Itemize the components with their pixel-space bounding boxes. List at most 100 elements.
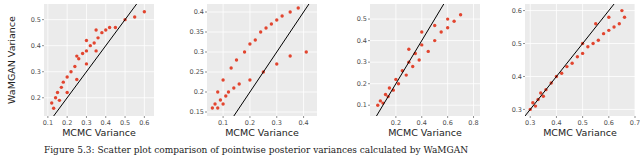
tick <box>223 116 224 118</box>
point <box>280 14 283 17</box>
tick-label: 0.3 <box>272 119 282 127</box>
point <box>275 62 278 65</box>
plot-background <box>525 4 635 116</box>
tick-label: 0.6 <box>604 119 614 127</box>
point <box>232 86 235 89</box>
point <box>60 86 63 89</box>
point <box>94 28 97 31</box>
point <box>114 26 117 29</box>
point <box>620 9 623 12</box>
diagonal <box>234 4 309 116</box>
grid-line <box>635 4 636 116</box>
point <box>211 106 214 109</box>
tick <box>368 105 370 106</box>
tick <box>144 116 145 118</box>
panel: 0.30.40.50.60.70.30.40.50.6MCMC Variance <box>512 4 640 138</box>
point <box>94 49 97 52</box>
point <box>85 62 88 65</box>
point <box>237 82 240 85</box>
point <box>221 102 224 105</box>
tick <box>105 116 106 118</box>
tick-label: 0.1 <box>43 119 53 127</box>
grid-line <box>249 4 250 116</box>
point <box>607 15 610 18</box>
point <box>216 106 219 109</box>
point <box>433 39 436 42</box>
point <box>229 66 232 69</box>
point <box>623 15 626 18</box>
tick <box>303 116 304 118</box>
panel: 0.10.20.30.40.50.60.20.30.40.5MCMC Varia… <box>6 4 154 138</box>
tick <box>42 19 44 20</box>
x-axis-label: MCMC Variance <box>62 127 136 138</box>
grid-line <box>447 4 448 116</box>
tick-label: 0.35 <box>190 28 204 36</box>
grid-line <box>608 4 609 116</box>
point <box>439 30 442 33</box>
tick-label: 0.3 <box>31 68 41 76</box>
x-axis-label: MCMC Variance <box>543 127 617 138</box>
point <box>77 57 80 60</box>
tick-label: 0.1 <box>357 101 367 109</box>
point <box>586 45 589 48</box>
point <box>56 91 59 94</box>
point <box>305 50 308 53</box>
caption: Figure 5.3: Scatter plot comparison of p… <box>44 145 468 155</box>
point <box>65 91 68 94</box>
point <box>417 58 420 61</box>
point <box>407 48 410 51</box>
tick-label: 0.4 <box>194 8 204 16</box>
tick <box>635 116 636 118</box>
point <box>92 41 95 44</box>
tick-label: 0.2 <box>194 88 204 96</box>
tick <box>523 10 525 11</box>
point <box>73 65 76 68</box>
point <box>259 30 262 33</box>
point <box>576 55 579 58</box>
tick <box>395 116 396 118</box>
grid-line <box>421 4 422 116</box>
point <box>85 49 88 52</box>
tick-label: 0.3 <box>525 119 535 127</box>
tick-label: 0.4 <box>357 37 367 45</box>
tick <box>205 52 207 53</box>
tick <box>125 116 126 118</box>
point <box>219 98 222 101</box>
tick-label: 0.3 <box>194 48 204 56</box>
tick <box>42 71 44 72</box>
point <box>227 90 230 93</box>
grid-line <box>47 4 48 116</box>
grid-line <box>395 4 396 116</box>
point <box>96 36 99 39</box>
tick <box>368 62 370 63</box>
plot-background <box>44 4 154 116</box>
point <box>459 13 462 16</box>
tick-label: 0.5 <box>357 15 367 23</box>
point <box>243 50 246 53</box>
tick <box>205 92 207 93</box>
tick-label: 0.4 <box>298 119 308 127</box>
point <box>235 58 238 61</box>
tick-label: 0.4 <box>31 42 41 50</box>
tick-label: 0.5 <box>120 119 130 127</box>
tick-label: 0.4 <box>417 119 427 127</box>
point <box>264 26 267 29</box>
tick <box>42 45 44 46</box>
grid-line <box>530 4 531 116</box>
point <box>270 22 273 25</box>
tick <box>582 116 583 118</box>
point <box>108 26 111 29</box>
tick <box>86 116 87 118</box>
tick-label: 0.2 <box>245 119 255 127</box>
tick-label: 0.2 <box>62 119 72 127</box>
point <box>420 30 423 33</box>
tick-label: 0.4 <box>512 73 522 81</box>
y-axis-label: WaMGAN Variance <box>6 16 17 104</box>
grid-line <box>44 19 154 20</box>
point <box>394 78 397 81</box>
tick-label: 0.6 <box>139 119 149 127</box>
plot-background <box>370 4 480 116</box>
tick-label: 0.4 <box>551 119 561 127</box>
tick <box>368 83 370 84</box>
panel: 0.10.20.30.40.150.20.250.30.350.4MCMC Va… <box>190 4 317 138</box>
